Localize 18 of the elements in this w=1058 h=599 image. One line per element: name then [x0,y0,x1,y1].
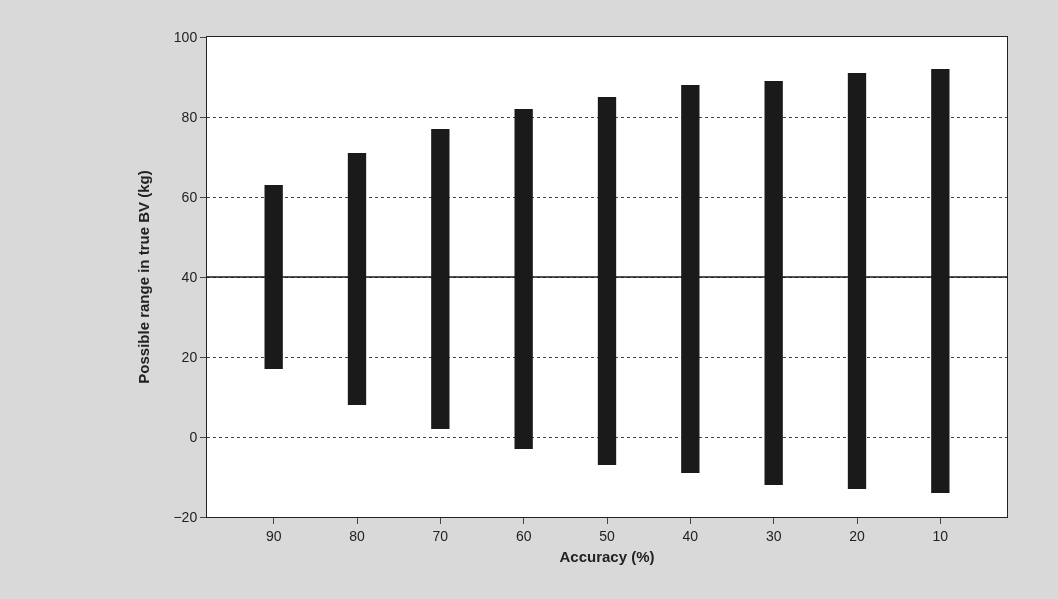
y-tick-label: 20 [181,348,198,365]
y-tick-label: 0 [189,428,198,445]
y-axis-title: Possible range in true BV (kg) [134,170,152,384]
y-tick-label: 60 [181,188,198,205]
x-tick-label: 20 [849,527,865,544]
x-tick-label: 80 [349,527,365,544]
y-tick-label: −20 [173,508,198,525]
y-tick-label: 100 [173,28,198,45]
x-tick-label: 50 [599,527,615,544]
x-tick-label: 30 [765,527,782,544]
y-tick-label: 40 [181,268,198,285]
x-tick-label: 90 [265,527,282,544]
x-tick-label: 60 [515,527,532,544]
x-tick-label: 10 [932,527,949,544]
x-tick-label: 70 [432,527,449,544]
x-axis-title: Accuracy (%) [559,547,655,565]
x-tick-label: 40 [682,527,699,544]
y-tick-label: 80 [181,108,198,125]
